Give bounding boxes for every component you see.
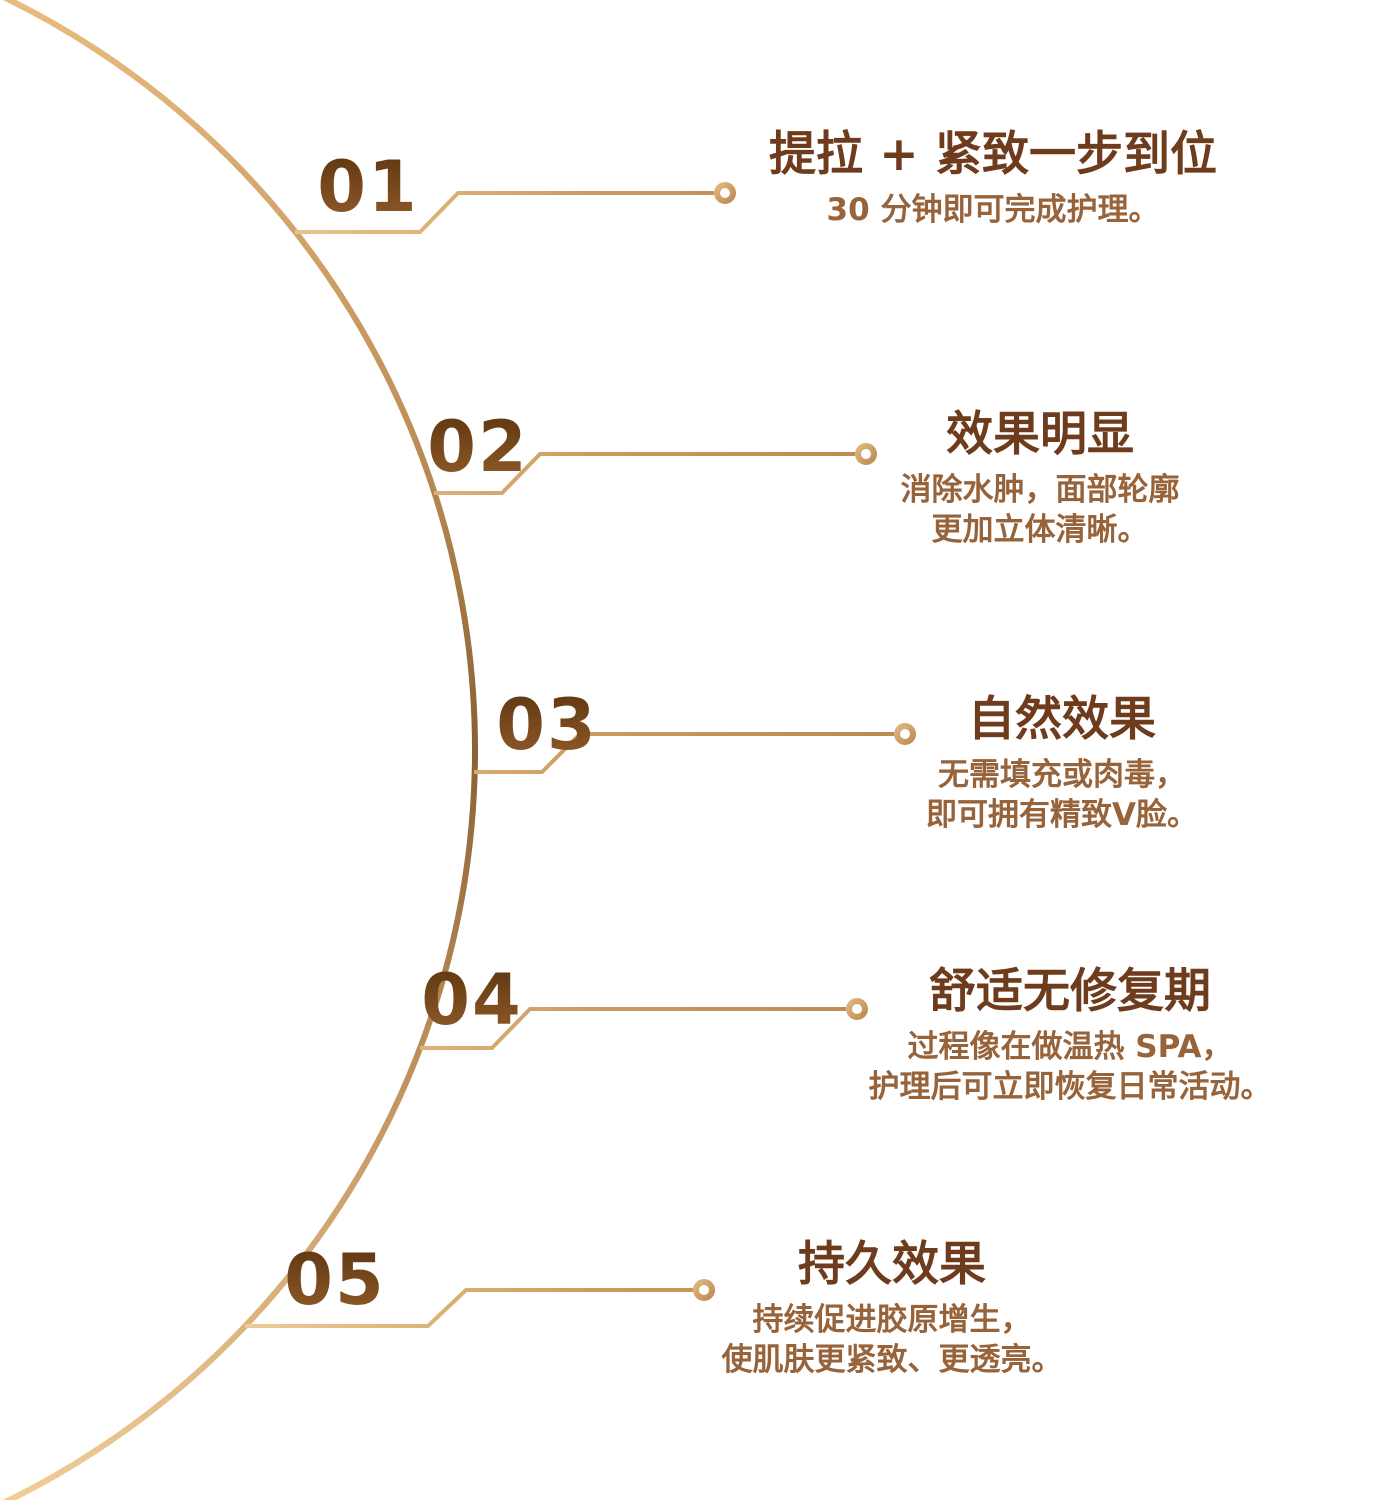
step-title: 持久效果 xyxy=(798,1237,986,1292)
step-title: 舒适无修复期 xyxy=(929,964,1211,1019)
step-block-02: 效果明显 消除水肿，面部轮廓 更加立体清晰。 xyxy=(730,408,1350,550)
step-description-line: 无需填充或肉毒， xyxy=(938,757,1186,793)
step-description-line: 30 分钟即可完成护理。 xyxy=(826,192,1160,228)
connector-ring-icon xyxy=(894,723,916,745)
connector-line-02 xyxy=(434,452,855,495)
step-title: 自然效果 xyxy=(968,692,1156,747)
step-description-line: 即可拥有精致V脸。 xyxy=(926,797,1198,833)
step-title: 效果明显 xyxy=(946,407,1134,462)
step-description-line: 更加立体清晰。 xyxy=(931,512,1149,548)
connector-line-03 xyxy=(474,732,894,774)
step-number-03: 03 xyxy=(496,684,598,766)
connector-line-05 xyxy=(245,1288,693,1328)
step-block-03: 自然效果 无需填充或肉毒， 即可拥有精致V脸。 xyxy=(752,693,1372,835)
step-title: 提拉 + 紧致一步到位 xyxy=(768,127,1218,182)
step-description: 无需填充或肉毒， 即可拥有精致V脸。 xyxy=(752,755,1372,835)
connector-ring-icon xyxy=(846,998,868,1020)
connector-ring-icon xyxy=(693,1279,715,1301)
step-number-05: 05 xyxy=(284,1239,386,1321)
connector-line-01 xyxy=(295,191,714,234)
connector-line-04 xyxy=(420,1007,846,1050)
step-description: 持续促进胶原增生， 使肌肤更紧致、更透亮。 xyxy=(582,1300,1202,1380)
step-description: 过程像在做温热 SPA， 护理后可立即恢复日常活动。 xyxy=(760,1027,1380,1107)
step-number-01: 01 xyxy=(317,146,419,228)
step-description-line: 使肌肤更紧致、更透亮。 xyxy=(721,1342,1063,1378)
step-description-line: 消除水肿，面部轮廓 xyxy=(900,472,1180,508)
connector-ring-icon xyxy=(714,182,736,204)
step-description: 30 分钟即可完成护理。 xyxy=(683,190,1303,230)
step-description: 消除水肿，面部轮廓 更加立体清晰。 xyxy=(730,470,1350,550)
step-description-line: 过程像在做温热 SPA， xyxy=(907,1029,1233,1065)
step-number-02: 02 xyxy=(427,406,529,488)
step-block-05: 持久效果 持续促进胶原增生， 使肌肤更紧致、更透亮。 xyxy=(582,1238,1202,1380)
connector-ring-icon xyxy=(855,443,877,465)
step-description-line: 持续促进胶原增生， xyxy=(752,1302,1032,1338)
step-number-04: 04 xyxy=(421,959,523,1041)
arc-decoration xyxy=(2,0,478,1500)
step-block-01: 提拉 + 紧致一步到位 30 分钟即可完成护理。 xyxy=(683,128,1303,230)
step-description-line: 护理后可立即恢复日常活动。 xyxy=(868,1069,1272,1105)
step-block-04: 舒适无修复期 过程像在做温热 SPA， 护理后可立即恢复日常活动。 xyxy=(760,965,1380,1107)
